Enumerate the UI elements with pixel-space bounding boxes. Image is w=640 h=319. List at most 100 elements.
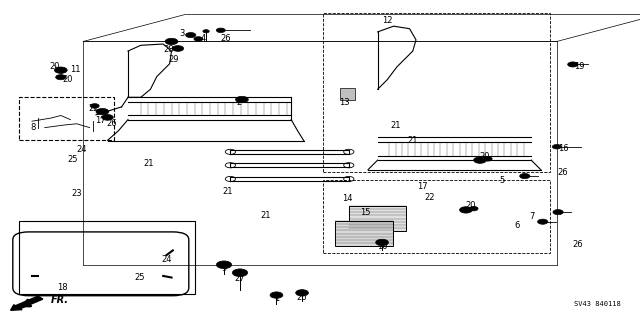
Text: 29: 29 [168,55,179,63]
Text: 25: 25 [67,155,77,164]
Circle shape [169,40,174,43]
Circle shape [189,34,193,36]
Text: 28: 28 [163,45,173,54]
Circle shape [236,96,248,103]
Text: 5: 5 [500,176,505,185]
Circle shape [556,211,560,213]
Circle shape [56,75,66,80]
Circle shape [472,208,476,210]
Circle shape [102,115,113,120]
Circle shape [239,98,244,101]
Text: 13: 13 [339,98,349,107]
Text: 21: 21 [223,187,233,196]
Text: 26: 26 [557,168,568,177]
FancyArrow shape [11,296,43,310]
Bar [323,180,550,253]
Text: 15: 15 [360,208,371,217]
Text: 11: 11 [70,65,81,74]
Text: 26: 26 [572,241,582,249]
Bar [19,97,114,140]
Circle shape [100,110,105,113]
Text: 6: 6 [515,221,520,230]
Circle shape [216,28,225,33]
Circle shape [93,105,97,107]
Circle shape [196,38,200,40]
Text: 21: 21 [408,136,418,145]
Circle shape [186,33,196,38]
Circle shape [205,31,207,32]
Text: 23: 23 [72,189,82,198]
Text: 24: 24 [77,145,87,154]
Circle shape [172,46,184,51]
Text: 26: 26 [106,119,116,128]
Text: 20: 20 [62,75,72,84]
Circle shape [523,175,527,177]
Text: 20: 20 [465,201,476,210]
Circle shape [483,157,492,161]
Text: 16: 16 [558,144,568,153]
Text: 26: 26 [297,293,307,302]
Circle shape [58,69,63,71]
Text: FR.: FR. [51,295,69,305]
Circle shape [538,219,548,224]
Circle shape [541,221,545,223]
Circle shape [96,108,109,115]
Circle shape [232,269,248,277]
Circle shape [477,159,483,161]
Text: 20: 20 [479,152,490,161]
Circle shape [300,292,305,294]
Text: 24: 24 [161,255,172,263]
Circle shape [274,294,279,296]
Circle shape [221,263,227,266]
Text: 21: 21 [143,159,154,168]
Circle shape [520,174,530,179]
Bar [323,13,550,172]
Circle shape [216,261,232,269]
Circle shape [553,210,563,215]
Circle shape [486,158,490,160]
Text: 12: 12 [382,16,392,25]
Text: 18: 18 [57,283,67,292]
Circle shape [463,209,468,211]
Bar [340,88,355,100]
Circle shape [376,239,388,246]
Circle shape [194,37,203,41]
Text: 4: 4 [201,34,206,43]
Text: 22: 22 [89,104,99,113]
Bar [349,206,406,231]
Circle shape [474,157,486,163]
Bar [19,221,195,294]
Circle shape [90,104,99,108]
Text: 21: 21 [260,211,271,220]
Circle shape [555,146,559,148]
Text: 14: 14 [342,194,352,203]
Text: 20: 20 [49,62,60,71]
Text: 17: 17 [417,182,428,191]
Circle shape [105,116,110,119]
Circle shape [380,241,385,244]
Circle shape [237,271,243,274]
Text: 26: 26 [220,34,230,43]
Circle shape [219,29,223,31]
Text: 8: 8 [31,123,36,132]
Circle shape [568,62,578,67]
Text: 9: 9 [221,264,227,273]
Circle shape [469,206,478,211]
Circle shape [460,207,472,213]
Text: 17: 17 [95,116,106,125]
Circle shape [175,47,180,50]
Circle shape [571,63,575,65]
Text: 1: 1 [274,294,279,303]
Circle shape [54,67,67,73]
Text: 3: 3 [180,29,185,38]
Circle shape [165,38,178,45]
Text: SV43 840118: SV43 840118 [574,301,621,307]
Circle shape [203,30,209,33]
Text: 22: 22 [425,193,435,202]
Circle shape [296,290,308,296]
Circle shape [270,292,283,298]
Text: 2: 2 [237,98,242,107]
Text: 25: 25 [134,273,145,282]
Text: 10: 10 [377,242,387,251]
Text: 21: 21 [390,121,401,130]
